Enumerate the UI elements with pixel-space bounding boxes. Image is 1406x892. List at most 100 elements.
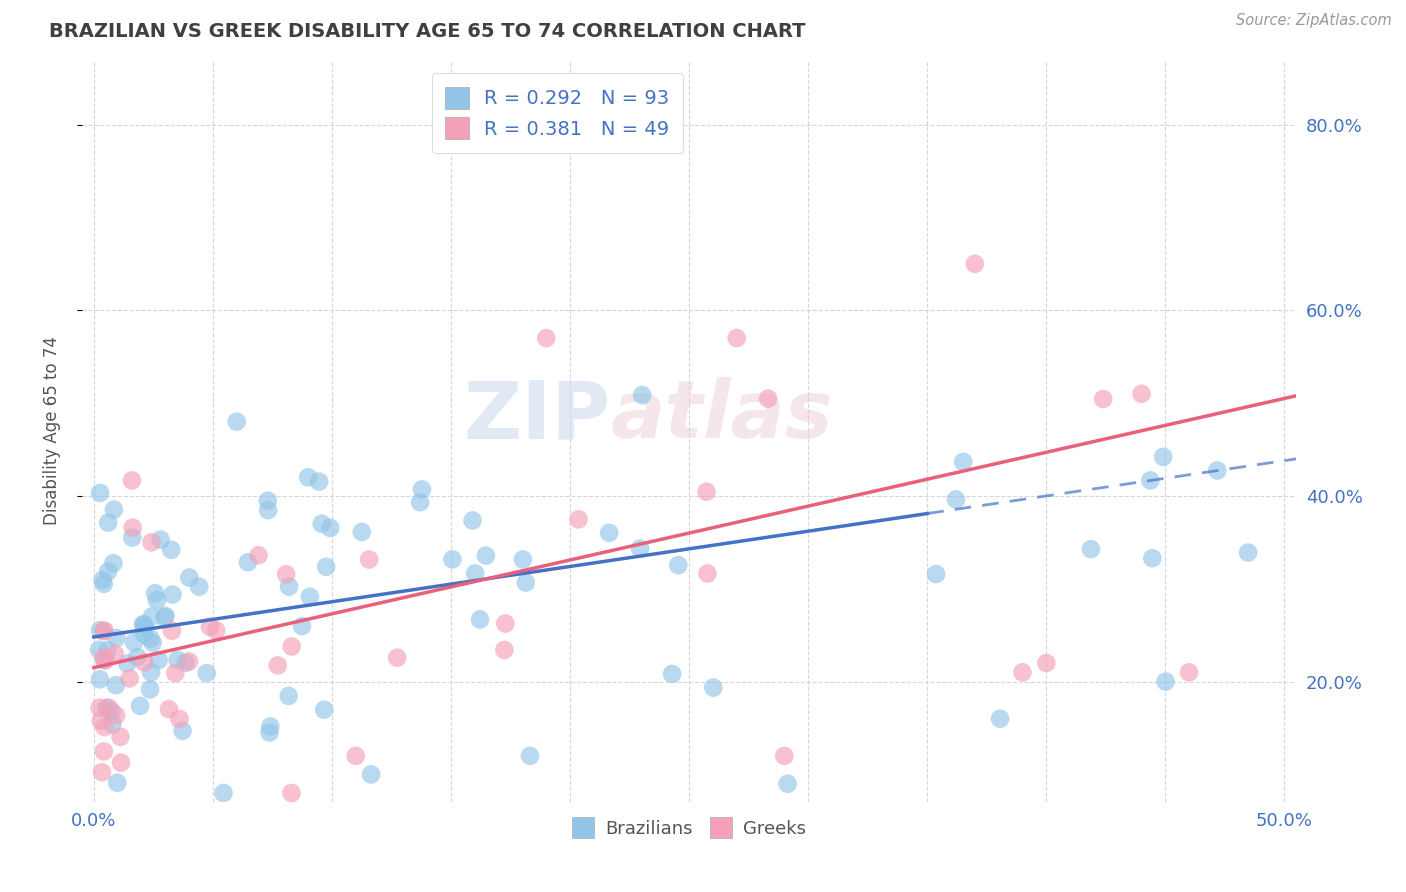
- Point: [461, 513, 484, 527]
- Point: [247, 548, 270, 562]
- Point: [134, 617, 156, 632]
- Point: [121, 531, 143, 545]
- Point: [94, 653, 117, 667]
- Point: [166, 653, 188, 667]
- Point: [280, 786, 302, 800]
- Point: [177, 655, 200, 669]
- Point: [1154, 674, 1177, 689]
- Point: [515, 575, 537, 590]
- Point: [157, 702, 180, 716]
- Point: [1011, 665, 1033, 680]
- Point: [773, 748, 796, 763]
- Point: [988, 712, 1011, 726]
- Point: [696, 566, 718, 581]
- Point: [89, 673, 111, 687]
- Point: [494, 643, 516, 657]
- Point: [91, 573, 114, 587]
- Point: [195, 666, 218, 681]
- Point: [205, 624, 228, 638]
- Point: [155, 608, 177, 623]
- Point: [598, 525, 620, 540]
- Point: [122, 635, 145, 649]
- Point: [1080, 542, 1102, 557]
- Point: [141, 609, 163, 624]
- Point: [277, 689, 299, 703]
- Point: [1130, 386, 1153, 401]
- Point: [153, 610, 176, 624]
- Point: [93, 624, 115, 639]
- Point: [319, 521, 342, 535]
- Point: [146, 593, 169, 607]
- Point: [142, 636, 165, 650]
- Point: [93, 720, 115, 734]
- Point: [93, 624, 115, 638]
- Point: [411, 483, 433, 497]
- Point: [776, 777, 799, 791]
- Point: [93, 653, 115, 667]
- Point: [257, 503, 280, 517]
- Point: [105, 631, 128, 645]
- Point: [121, 474, 143, 488]
- Point: [139, 632, 162, 646]
- Point: [494, 616, 516, 631]
- Point: [134, 656, 156, 670]
- Point: [149, 533, 172, 547]
- Point: [129, 698, 152, 713]
- Point: [148, 653, 170, 667]
- Point: [945, 492, 967, 507]
- Point: [360, 767, 382, 781]
- Point: [104, 647, 127, 661]
- Point: [188, 580, 211, 594]
- Point: [132, 617, 155, 632]
- Point: [97, 565, 120, 579]
- Point: [172, 723, 194, 738]
- Point: [96, 643, 118, 657]
- Point: [1178, 665, 1201, 680]
- Point: [314, 703, 336, 717]
- Point: [127, 650, 149, 665]
- Point: [93, 577, 115, 591]
- Point: [90, 714, 112, 728]
- Point: [952, 455, 974, 469]
- Point: [103, 502, 125, 516]
- Point: [441, 552, 464, 566]
- Point: [97, 700, 120, 714]
- Point: [91, 765, 114, 780]
- Point: [385, 650, 408, 665]
- Point: [925, 567, 948, 582]
- Point: [104, 678, 127, 692]
- Point: [1206, 463, 1229, 477]
- Point: [1139, 474, 1161, 488]
- Point: [139, 682, 162, 697]
- Point: [110, 730, 132, 744]
- Text: Source: ZipAtlas.com: Source: ZipAtlas.com: [1236, 13, 1392, 29]
- Y-axis label: Disability Age 65 to 74: Disability Age 65 to 74: [44, 336, 60, 525]
- Point: [225, 415, 247, 429]
- Point: [103, 556, 125, 570]
- Point: [143, 586, 166, 600]
- Point: [105, 708, 128, 723]
- Point: [93, 744, 115, 758]
- Point: [468, 613, 491, 627]
- Point: [297, 470, 319, 484]
- Point: [409, 495, 432, 509]
- Point: [236, 555, 259, 569]
- Point: [519, 748, 541, 763]
- Point: [311, 516, 333, 531]
- Point: [536, 331, 558, 345]
- Legend: Brazilians, Greeks: Brazilians, Greeks: [565, 810, 813, 846]
- Point: [661, 666, 683, 681]
- Point: [702, 681, 724, 695]
- Point: [963, 257, 986, 271]
- Point: [1035, 656, 1057, 670]
- Point: [162, 588, 184, 602]
- Point: [160, 624, 183, 638]
- Point: [94, 701, 117, 715]
- Point: [89, 623, 111, 637]
- Text: BRAZILIAN VS GREEK DISABILITY AGE 65 TO 74 CORRELATION CHART: BRAZILIAN VS GREEK DISABILITY AGE 65 TO …: [49, 22, 806, 41]
- Point: [139, 665, 162, 680]
- Point: [132, 626, 155, 640]
- Point: [101, 717, 124, 731]
- Point: [267, 658, 290, 673]
- Point: [259, 719, 281, 733]
